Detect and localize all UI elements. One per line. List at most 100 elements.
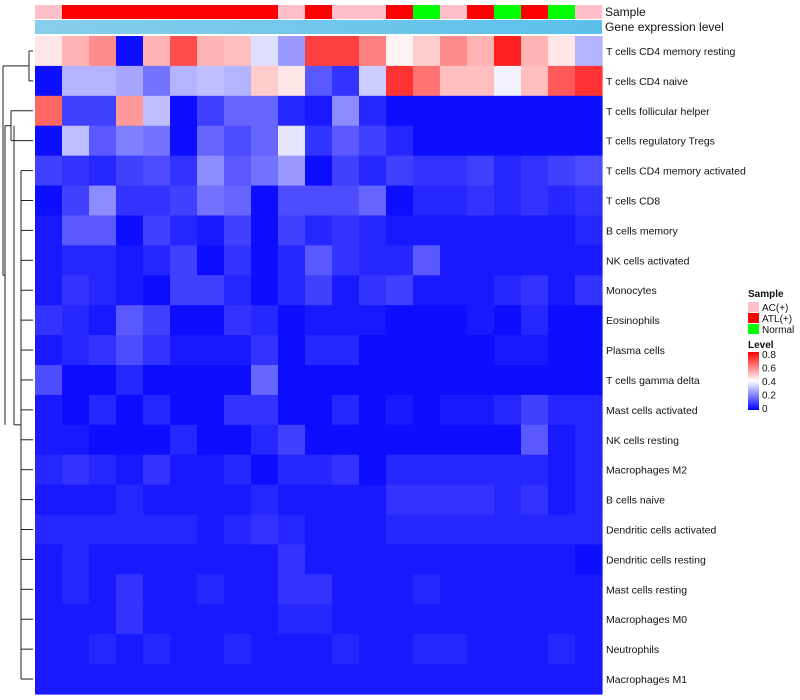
heatmap-cell <box>62 215 90 246</box>
row-label: NK cells activated <box>606 255 690 267</box>
heatmap-cell <box>386 215 414 246</box>
heatmap-cell <box>440 36 468 67</box>
heatmap-cell <box>197 335 225 366</box>
row-label: Dendritic cells resting <box>606 554 706 566</box>
row-label: T cells CD4 memory resting <box>606 46 735 58</box>
heatmap-cell <box>521 305 549 336</box>
heatmap-cell <box>359 544 387 575</box>
heatmap-cell <box>305 664 333 695</box>
heatmap-cell <box>494 215 522 246</box>
heatmap-cell <box>521 155 549 187</box>
heatmap-cell <box>143 36 171 67</box>
heatmap-cell <box>359 634 387 665</box>
heatmap-cell <box>521 95 549 127</box>
heatmap-cell <box>332 125 360 157</box>
heatmap-cell <box>386 424 414 456</box>
heatmap-cell <box>413 215 441 246</box>
heatmap-cell <box>116 544 144 575</box>
row-label: T cells regulatory Tregs <box>606 136 715 148</box>
heatmap-cell <box>467 544 495 575</box>
heatmap-cell <box>386 574 414 605</box>
heatmap-cell <box>386 394 414 426</box>
row-dendrogram <box>2 50 33 680</box>
heatmap-cell <box>278 365 306 396</box>
heatmap-cell <box>521 454 549 486</box>
heatmap-cell <box>35 484 63 516</box>
heatmap-cell <box>359 664 387 695</box>
heatmap-cell <box>35 365 63 396</box>
heatmap-cell <box>170 95 198 127</box>
heatmap-cell <box>116 125 144 157</box>
heatmap-cell <box>305 484 333 516</box>
heatmap-cell <box>413 245 441 276</box>
heatmap-cell <box>386 185 414 217</box>
heatmap-cell <box>386 305 414 336</box>
legend-level-tick: 0.8 <box>762 350 776 361</box>
heatmap-cell <box>440 215 468 246</box>
heatmap-cell <box>548 185 576 217</box>
sample-annotation-cell <box>278 5 306 19</box>
heatmap-cell <box>575 185 603 217</box>
heatmap-cell <box>35 185 63 217</box>
heatmap-cell <box>197 604 225 635</box>
heatmap-cell <box>305 155 333 187</box>
heatmap-cell <box>494 95 522 127</box>
heatmap-cell <box>440 454 468 486</box>
heatmap-cell <box>521 514 549 546</box>
heatmap-cell <box>224 424 252 456</box>
heatmap-cell <box>548 394 576 426</box>
heatmap-cell <box>251 454 279 486</box>
row-label: B cells memory <box>606 225 679 237</box>
heatmap-cell <box>224 514 252 546</box>
heatmap-cell <box>575 664 603 695</box>
heatmap-cell <box>494 484 522 516</box>
heatmap-cell <box>305 634 333 665</box>
heatmap-cell <box>548 484 576 516</box>
heatmap-cell <box>494 245 522 276</box>
heatmap-cell <box>278 155 306 187</box>
legend-entry-label: ATL(+) <box>762 314 792 325</box>
heatmap-cell <box>494 574 522 605</box>
heatmap-cell <box>332 155 360 187</box>
heatmap-cell <box>143 245 171 276</box>
heatmap-cell <box>386 275 414 306</box>
heatmap-cell <box>89 424 117 456</box>
row-label: Dendritic cells activated <box>606 525 716 537</box>
heatmap-cell <box>359 275 387 306</box>
heatmap-cell <box>548 65 576 97</box>
heatmap-cell <box>170 155 198 187</box>
heatmap-cell <box>494 424 522 456</box>
heatmap-cell <box>35 305 63 336</box>
heatmap-cell <box>62 36 90 67</box>
heatmap-cell <box>467 36 495 67</box>
heatmap-cell <box>62 664 90 695</box>
heatmap-cell <box>170 424 198 456</box>
heatmap-cell <box>278 544 306 575</box>
heatmap-cell <box>197 65 225 97</box>
heatmap-cell <box>332 215 360 246</box>
heatmap-cell <box>143 305 171 336</box>
heatmap-cell <box>89 185 117 217</box>
heatmap-cell <box>251 394 279 426</box>
heatmap-cell <box>467 664 495 695</box>
legend-sample-entries: AC(+)ATL(+)Normal <box>748 302 794 336</box>
heatmap-cell <box>467 574 495 605</box>
heatmap-cell <box>89 604 117 635</box>
heatmap-cell <box>548 245 576 276</box>
heatmap-cell <box>143 664 171 695</box>
heatmap-cell <box>413 454 441 486</box>
heatmap-cell <box>170 275 198 306</box>
heatmap-cell <box>170 634 198 665</box>
heatmap-cell <box>224 664 252 695</box>
heatmap-cell <box>386 36 414 67</box>
heatmap-cell <box>440 394 468 426</box>
heatmap-cell <box>278 394 306 426</box>
heatmap-cell <box>467 155 495 187</box>
heatmap-cell <box>89 664 117 695</box>
heatmap-cell <box>494 36 522 67</box>
heatmap-cell <box>89 215 117 246</box>
heatmap-cell <box>440 424 468 456</box>
heatmap-cell <box>440 335 468 366</box>
heatmap-cell <box>116 604 144 635</box>
heatmap-cell <box>413 484 441 516</box>
